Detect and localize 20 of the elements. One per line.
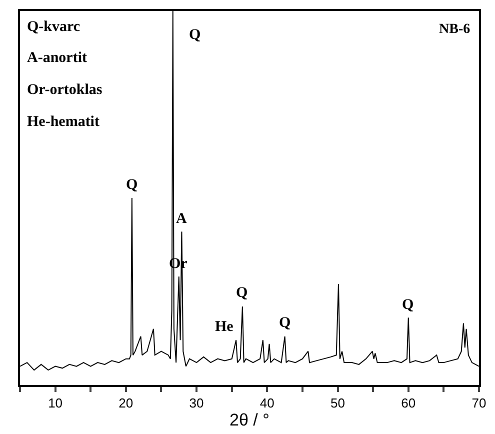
annotation: Q bbox=[189, 27, 201, 43]
annotation: Q bbox=[126, 177, 138, 193]
x-tick-label: 30 bbox=[189, 395, 204, 410]
annotation: He bbox=[215, 319, 234, 335]
x-tick-label: 40 bbox=[260, 395, 274, 410]
annotation: A bbox=[176, 211, 187, 227]
x-tick-label: 60 bbox=[401, 395, 416, 410]
annotation: Or-ortoklas bbox=[27, 82, 102, 98]
annotation: He-hematit bbox=[27, 114, 100, 130]
x-tick-label: 50 bbox=[330, 395, 346, 410]
annotation: Q bbox=[402, 297, 414, 313]
x-tick-label: 70 bbox=[472, 395, 486, 410]
x-axis-title: 2θ / ° bbox=[230, 410, 270, 430]
annotation: Q-kvarc bbox=[27, 19, 80, 35]
x-tick-label: 10 bbox=[48, 395, 63, 410]
annotation: Q bbox=[279, 315, 291, 331]
annotation: NB-6 bbox=[439, 22, 470, 37]
annotation: Q bbox=[236, 285, 248, 301]
annotation: A-anortit bbox=[27, 50, 87, 66]
x-tick-label: 20 bbox=[118, 395, 134, 410]
